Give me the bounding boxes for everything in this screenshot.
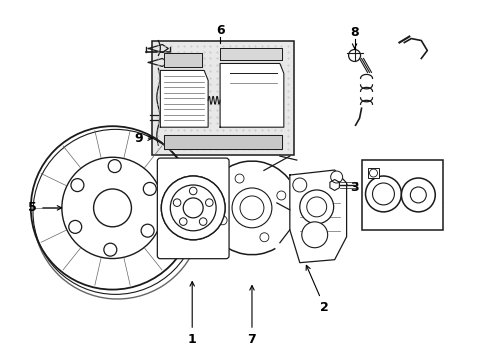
Text: 3: 3 [342, 181, 358, 194]
Polygon shape [164, 54, 202, 67]
Circle shape [240, 196, 264, 220]
Circle shape [170, 185, 216, 231]
Text: 9: 9 [134, 132, 152, 145]
Circle shape [161, 176, 224, 240]
Polygon shape [220, 63, 283, 127]
Circle shape [205, 199, 213, 206]
Bar [367, 168, 379, 178]
Circle shape [179, 218, 186, 225]
Circle shape [365, 176, 401, 212]
Circle shape [161, 176, 224, 240]
Circle shape [299, 190, 333, 224]
Circle shape [189, 187, 197, 195]
Circle shape [183, 198, 203, 218]
Text: 1: 1 [187, 282, 196, 346]
Polygon shape [220, 48, 281, 60]
Circle shape [179, 218, 186, 225]
Bar [361, 160, 442, 230]
Circle shape [199, 218, 206, 225]
Circle shape [199, 218, 206, 225]
Circle shape [232, 188, 271, 228]
FancyBboxPatch shape [157, 158, 228, 259]
Polygon shape [329, 180, 339, 190]
Text: 5: 5 [28, 201, 61, 215]
Text: 7: 7 [247, 285, 256, 346]
Polygon shape [289, 170, 346, 263]
Circle shape [369, 169, 377, 177]
Circle shape [173, 199, 181, 206]
Circle shape [372, 183, 394, 205]
Bar [152, 41, 293, 155]
Polygon shape [164, 135, 281, 149]
Circle shape [170, 185, 216, 231]
Text: 8: 8 [349, 26, 358, 39]
Text: 6: 6 [215, 24, 224, 37]
Circle shape [183, 198, 203, 218]
Text: 4: 4 [429, 203, 438, 216]
Circle shape [330, 171, 342, 183]
Circle shape [173, 199, 181, 206]
Circle shape [409, 187, 426, 203]
Circle shape [401, 178, 434, 212]
Circle shape [189, 187, 197, 195]
Circle shape [259, 233, 268, 242]
Circle shape [276, 191, 285, 200]
Circle shape [235, 174, 244, 183]
Circle shape [348, 50, 360, 62]
Polygon shape [160, 71, 208, 127]
Circle shape [205, 199, 213, 206]
Circle shape [292, 178, 306, 192]
Circle shape [218, 216, 226, 225]
Circle shape [301, 222, 327, 248]
Text: 2: 2 [305, 265, 328, 314]
